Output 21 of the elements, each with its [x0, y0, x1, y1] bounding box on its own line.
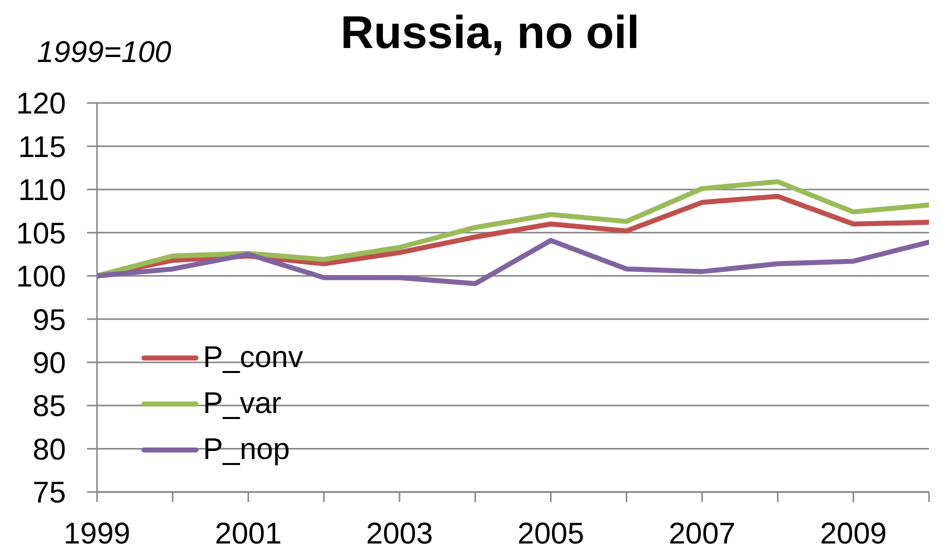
- y-tick-label: 105: [16, 217, 66, 250]
- legend-label: P_nop: [203, 433, 290, 467]
- x-tick-label: 2009: [820, 517, 887, 548]
- x-tick-label: 2003: [366, 517, 433, 548]
- y-tick-label: 100: [16, 260, 66, 294]
- y-tick-label: 80: [32, 433, 66, 466]
- y-tick-label: 115: [18, 130, 66, 164]
- x-tick-label: 1999: [64, 517, 130, 548]
- y-tick-label: 110: [18, 174, 66, 208]
- legend-label: P_conv: [203, 341, 304, 375]
- y-tick-label: 85: [32, 390, 66, 424]
- x-tick-label: 2001: [214, 517, 282, 548]
- x-tick-label: 2007: [668, 517, 736, 548]
- chart-title: Russia, no oil: [340, 6, 640, 58]
- legend-label: P_var: [203, 387, 282, 421]
- y-tick-label: 95: [32, 304, 66, 337]
- x-tick-label: 2005: [517, 517, 584, 548]
- y-tick-label: 75: [32, 476, 66, 510]
- y-axis-title: 1999=100: [37, 36, 172, 69]
- y-tick-label: 120: [16, 88, 66, 121]
- y-tick-label: 90: [32, 346, 66, 380]
